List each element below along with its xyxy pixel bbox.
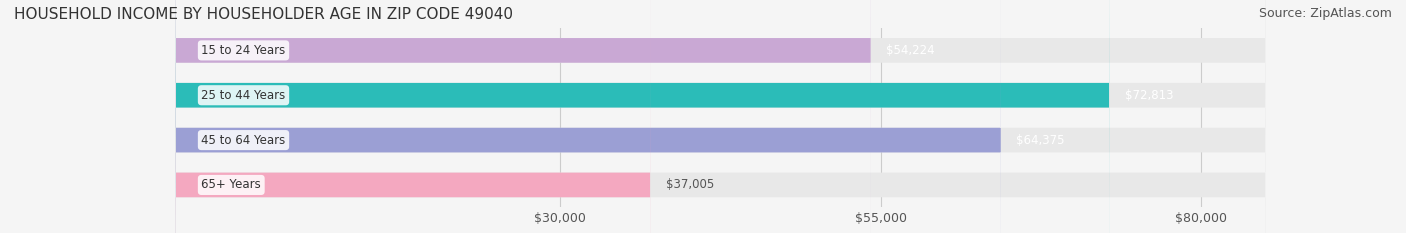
Text: $37,005: $37,005 (665, 178, 714, 192)
Text: $72,813: $72,813 (1125, 89, 1173, 102)
Text: $64,375: $64,375 (1017, 134, 1064, 147)
Text: Source: ZipAtlas.com: Source: ZipAtlas.com (1258, 7, 1392, 20)
Text: 65+ Years: 65+ Years (201, 178, 262, 192)
FancyBboxPatch shape (176, 0, 1265, 233)
Text: 15 to 24 Years: 15 to 24 Years (201, 44, 285, 57)
Text: 45 to 64 Years: 45 to 64 Years (201, 134, 285, 147)
FancyBboxPatch shape (176, 0, 1265, 233)
FancyBboxPatch shape (176, 0, 1001, 233)
FancyBboxPatch shape (176, 0, 1109, 233)
Text: $54,224: $54,224 (886, 44, 935, 57)
FancyBboxPatch shape (176, 0, 1265, 233)
FancyBboxPatch shape (176, 0, 870, 233)
Text: 25 to 44 Years: 25 to 44 Years (201, 89, 285, 102)
FancyBboxPatch shape (176, 0, 1265, 233)
Text: HOUSEHOLD INCOME BY HOUSEHOLDER AGE IN ZIP CODE 49040: HOUSEHOLD INCOME BY HOUSEHOLDER AGE IN Z… (14, 7, 513, 22)
FancyBboxPatch shape (176, 0, 650, 233)
